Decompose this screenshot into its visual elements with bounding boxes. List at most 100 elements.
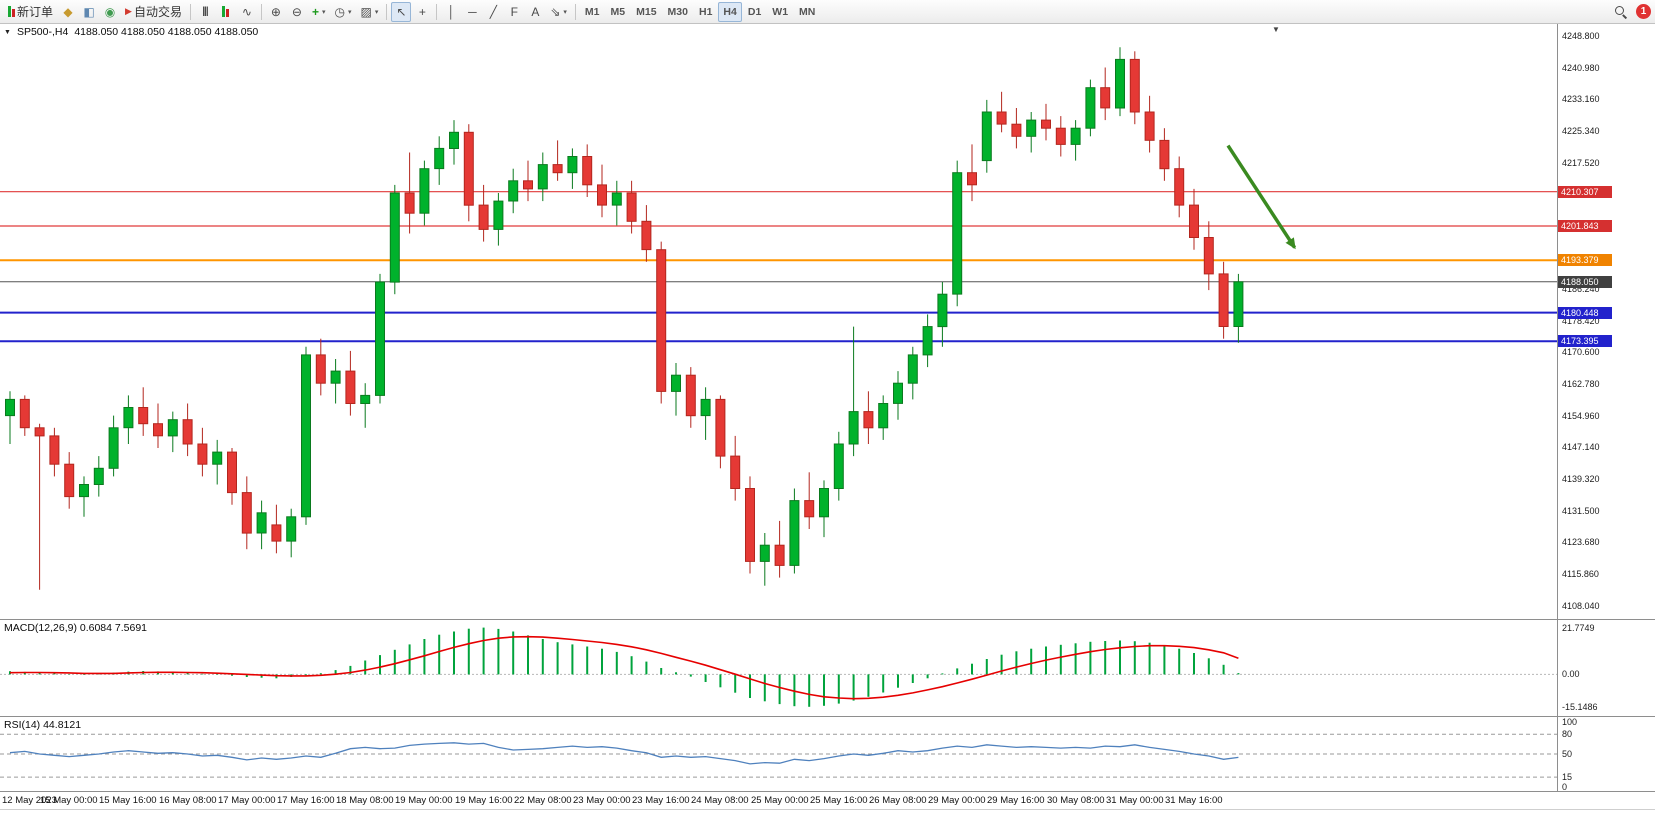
candle xyxy=(745,488,755,562)
search-button[interactable] xyxy=(1611,2,1631,22)
toolbar-separator xyxy=(436,3,438,20)
rsi-plot[interactable] xyxy=(0,717,1557,791)
price-tick: 4115.860 xyxy=(1562,569,1599,579)
price-badge: 4193.379 xyxy=(1558,254,1612,266)
market-watch-button[interactable]: ◧ xyxy=(79,2,99,22)
macd-scale[interactable]: 21.7749 0.00 -15.1486 xyxy=(1557,620,1654,716)
time-label: 16 May 08:00 xyxy=(159,795,217,806)
price-tick: 4139.320 xyxy=(1562,474,1600,484)
zoom-out-icon: ⊖ xyxy=(291,4,302,19)
candle xyxy=(1174,168,1185,206)
candle xyxy=(552,164,563,174)
horizontal-line-tool-button[interactable]: ─ xyxy=(462,2,482,22)
rsi-panel: 100 80 50 15 0 RSI(14) 44.8121 xyxy=(0,717,1655,792)
alerts-icon: ◆ xyxy=(63,4,73,19)
bar-chart-button[interactable]: ||| xyxy=(195,2,215,22)
candle xyxy=(1115,58,1125,109)
timeframe-mn[interactable]: MN xyxy=(799,5,816,18)
crosshair-icon: + xyxy=(418,4,426,19)
rsi-tick: 80 xyxy=(1562,729,1573,739)
new-order-button[interactable]: 新订单 xyxy=(4,2,57,22)
add-indicator-icon: + xyxy=(311,4,319,19)
trendline-icon: ╱ xyxy=(489,4,497,19)
alerts-button[interactable]: ◆ xyxy=(58,2,78,22)
candle xyxy=(537,164,548,190)
macd-plot[interactable] xyxy=(0,620,1557,716)
symbol-dropdown-icon[interactable]: ▼ xyxy=(4,28,11,36)
candle xyxy=(19,398,30,429)
arrows-tool-button[interactable]: ⇘ ▾ xyxy=(546,2,571,22)
price-tick: 4123.680 xyxy=(1562,537,1600,547)
timeframe-d1[interactable]: D1 xyxy=(747,5,762,18)
price-chart-panel: 4248.800 4240.980 4233.160 4225.340 4217.520… xyxy=(0,24,1655,620)
time-label: 25 May 00:00 xyxy=(751,795,809,806)
timeframe-m15[interactable]: M15 xyxy=(636,5,657,18)
price-tick: 4178.420 xyxy=(1562,316,1600,326)
trendline-tool-button[interactable]: ╱ xyxy=(483,2,503,22)
candle xyxy=(819,488,829,518)
candle xyxy=(508,180,519,202)
candle xyxy=(981,111,992,162)
line-chart-button[interactable]: ∿ xyxy=(237,2,257,22)
candle xyxy=(93,467,104,485)
candle xyxy=(804,500,815,518)
cursor-button[interactable]: ↖ xyxy=(391,1,412,22)
candle xyxy=(79,484,89,498)
time-label: 12 May 2023 xyxy=(2,795,57,806)
candle xyxy=(389,192,400,283)
candle xyxy=(241,492,252,534)
trend-arrow-annotation[interactable] xyxy=(1226,144,1297,250)
price-tick: 4240.980 xyxy=(1562,63,1600,73)
candle xyxy=(1189,204,1199,239)
dropdown-caret-icon: ▾ xyxy=(374,8,379,16)
candle xyxy=(493,200,504,230)
timeframe-m30[interactable]: M30 xyxy=(667,5,688,18)
time-label: 29 May 00:00 xyxy=(928,795,986,806)
community-button[interactable]: ◉ xyxy=(100,2,120,22)
candle xyxy=(360,394,371,404)
fibonacci-tool-button[interactable]: F xyxy=(504,2,524,22)
price-badge: 4188.050 xyxy=(1558,276,1612,288)
timeframe-m5[interactable]: M5 xyxy=(610,5,626,18)
periods-button[interactable]: ◷ ▾ xyxy=(330,2,355,22)
candlestick-chart-button[interactable] xyxy=(216,2,236,22)
template-icon: ▨ xyxy=(360,4,372,19)
price-plot[interactable] xyxy=(0,24,1557,619)
text-tool-button[interactable]: A xyxy=(525,2,545,22)
candle xyxy=(345,370,356,405)
candle xyxy=(108,427,119,469)
timeframe-h1[interactable]: H1 xyxy=(698,5,713,18)
zoom-in-button[interactable]: ⊕ xyxy=(266,2,286,22)
arrow-tool-icon: ⇘ xyxy=(550,4,561,19)
rsi-scale[interactable]: 100 80 50 15 0 xyxy=(1557,717,1654,792)
macd-tick: 21.7749 xyxy=(1562,623,1595,633)
time-label: 23 May 00:00 xyxy=(573,795,631,806)
timeframe-m1[interactable]: M1 xyxy=(584,5,600,18)
candle xyxy=(463,131,474,206)
dropdown-caret-icon: ▾ xyxy=(563,8,567,16)
candle-bar-down xyxy=(12,9,15,17)
vertical-line-tool-button[interactable]: │ xyxy=(441,2,461,22)
price-scale[interactable]: 4248.800 4240.980 4233.160 4225.340 4217.520… xyxy=(1557,24,1654,619)
time-label: 19 May 16:00 xyxy=(455,795,513,806)
auto-trading-button[interactable]: ▶ 自动交易 xyxy=(121,2,186,22)
time-label: 15 May 16:00 xyxy=(99,795,157,806)
candle xyxy=(123,407,134,429)
timeframe-w1[interactable]: W1 xyxy=(772,5,789,18)
candle xyxy=(641,220,652,251)
candle xyxy=(715,398,726,457)
indicators-button[interactable]: + ▾ xyxy=(308,2,330,22)
crosshair-button[interactable]: + xyxy=(412,2,432,22)
templates-button[interactable]: ▨ ▾ xyxy=(356,2,382,22)
chart-shift-marker[interactable]: ▼ xyxy=(1272,25,1280,34)
candle xyxy=(1070,127,1081,145)
candle xyxy=(671,374,681,392)
notification-count: 1 xyxy=(1640,6,1647,17)
macd-panel: 21.7749 0.00 -15.1486 MACD(12,26,9) 0.6084… xyxy=(0,620,1655,717)
timeframe-h4[interactable]: H4 xyxy=(718,1,742,22)
time-label: 22 May 08:00 xyxy=(514,795,572,806)
zoom-out-button[interactable]: ⊖ xyxy=(287,2,307,22)
notification-badge[interactable]: 1 xyxy=(1636,4,1651,19)
candle xyxy=(1011,123,1022,137)
time-axis[interactable]: 12 May 2023 15 May 00:00 15 May 16:00 16 Ma… xyxy=(0,792,1655,810)
